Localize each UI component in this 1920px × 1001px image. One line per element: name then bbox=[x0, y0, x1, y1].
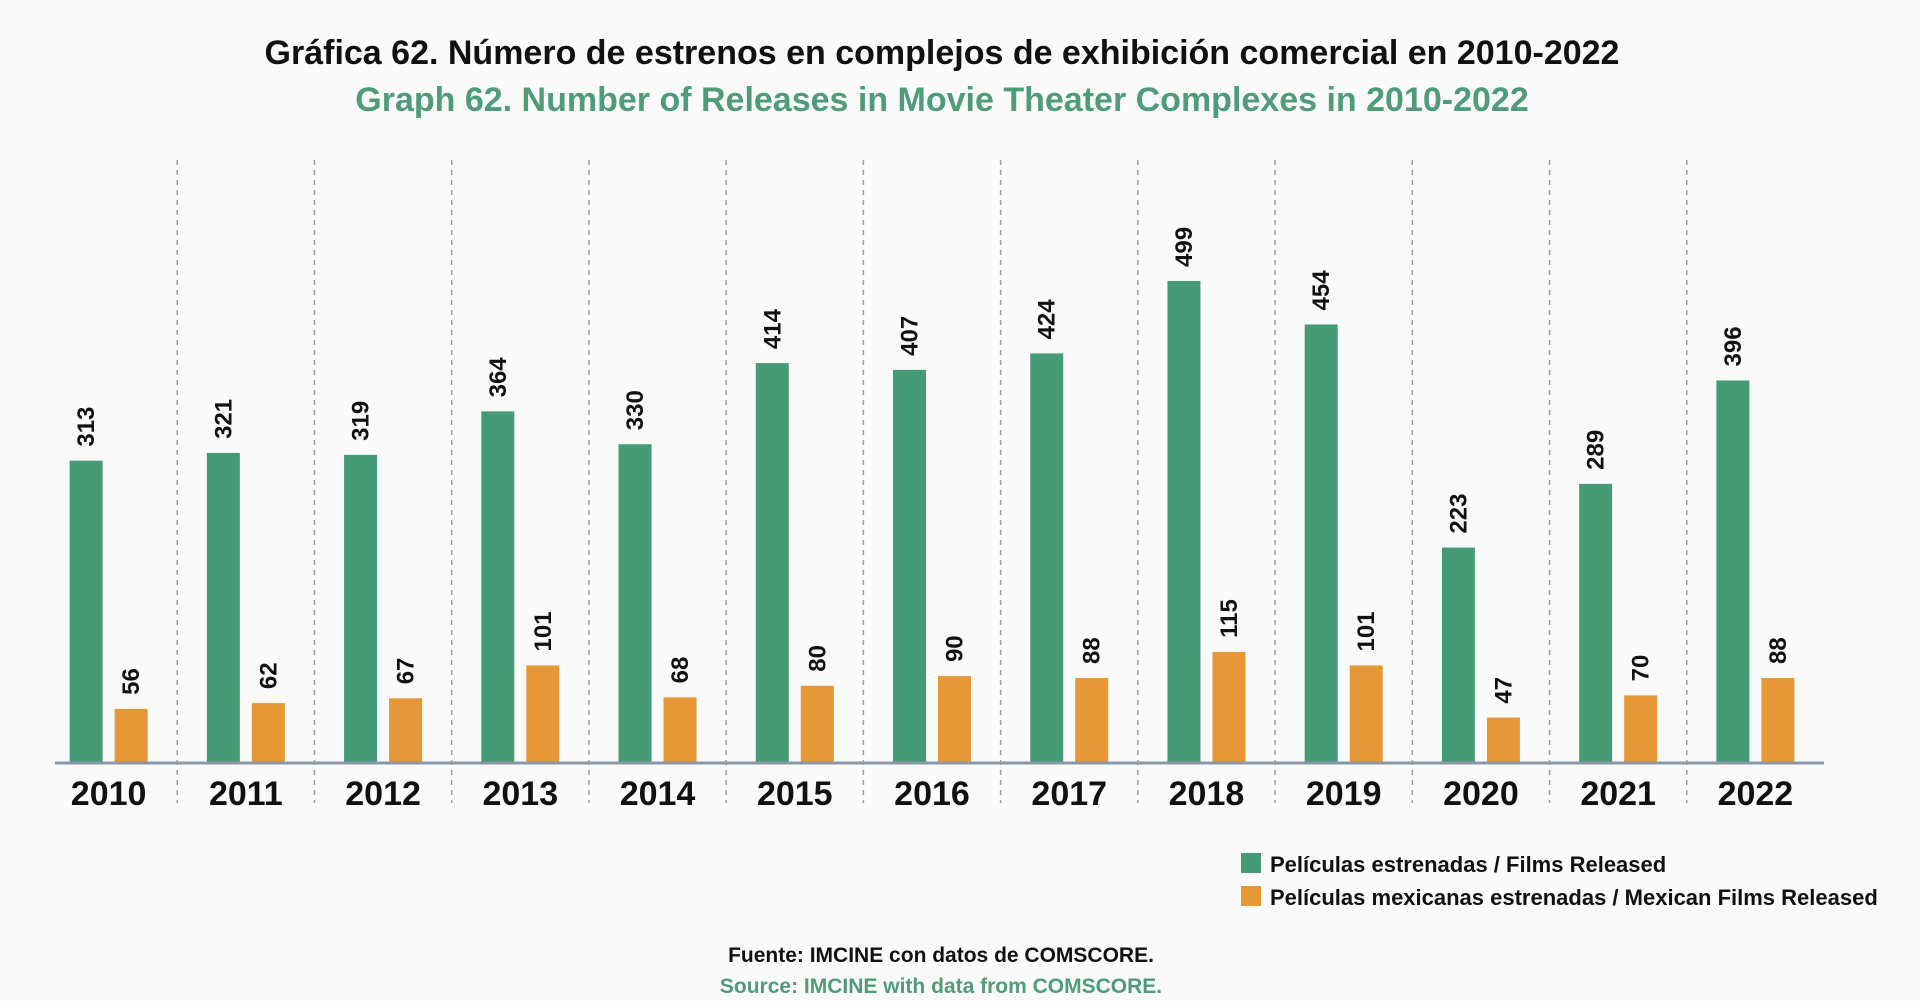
value-label-films-2022: 396 bbox=[1720, 326, 1747, 366]
bar-films-2018 bbox=[1167, 280, 1201, 763]
value-label-films-2012: 319 bbox=[348, 401, 375, 441]
bar-films-2010 bbox=[69, 460, 103, 763]
bar-films-2020 bbox=[1441, 547, 1475, 763]
bar-films-2013 bbox=[481, 411, 515, 763]
value-label-mexican-2014: 68 bbox=[667, 657, 694, 684]
bar-films-2011 bbox=[206, 452, 240, 763]
x-tick-2011: 2011 bbox=[209, 775, 283, 813]
x-tick-2014: 2014 bbox=[620, 775, 696, 813]
x-tick-2018: 2018 bbox=[1169, 775, 1245, 813]
bar-mexican-2018 bbox=[1212, 651, 1246, 763]
x-tick-2012: 2012 bbox=[345, 775, 421, 813]
bar-mexican-2012 bbox=[389, 698, 423, 763]
bar-mexican-2016 bbox=[938, 676, 971, 763]
legend-label-mexican: Películas mexicanas estrenadas / Mexican… bbox=[1270, 885, 1878, 910]
bar-mexican-2017 bbox=[1075, 677, 1109, 763]
bar-mexican-2019 bbox=[1349, 665, 1383, 763]
bar-films-2014 bbox=[618, 444, 652, 763]
x-tick-2016: 2016 bbox=[894, 775, 970, 813]
bar-mexican-2015 bbox=[800, 685, 834, 763]
bar-mexican-2014 bbox=[663, 697, 697, 763]
x-tick-2010: 2010 bbox=[71, 775, 147, 813]
value-label-films-2018: 499 bbox=[1171, 227, 1198, 267]
bar-mexican-2020 bbox=[1486, 717, 1520, 763]
legend: Películas estrenadas / Films Released Pe… bbox=[1241, 852, 1878, 910]
value-label-films-2010: 313 bbox=[73, 407, 100, 447]
value-label-mexican-2013: 101 bbox=[530, 611, 557, 651]
bar-mexican-2011 bbox=[251, 703, 285, 763]
legend-swatch-mexican bbox=[1241, 886, 1261, 906]
value-label-mexican-2010: 56 bbox=[118, 668, 145, 695]
x-tick-2020: 2020 bbox=[1443, 775, 1519, 813]
bar-films-2016 bbox=[893, 369, 926, 763]
bar-mexican-2010 bbox=[114, 708, 148, 763]
x-tick-2021: 2021 bbox=[1580, 775, 1656, 813]
value-label-mexican-2017: 88 bbox=[1079, 637, 1106, 664]
value-label-mexican-2016: 90 bbox=[942, 635, 969, 662]
bar-films-2022 bbox=[1716, 380, 1750, 763]
source-spanish: Fuente: IMCINE con datos de COMSCORE. bbox=[728, 944, 1154, 967]
value-label-films-2015: 414 bbox=[759, 308, 786, 349]
x-tick-2013: 2013 bbox=[482, 775, 558, 813]
value-label-films-2016: 407 bbox=[897, 316, 924, 356]
value-label-films-2021: 289 bbox=[1583, 430, 1610, 470]
bar-films-2015 bbox=[755, 363, 789, 763]
value-label-mexican-2018: 115 bbox=[1216, 599, 1243, 638]
source-english: Source: IMCINE with data from COMSCORE. bbox=[720, 975, 1162, 998]
bar-mexican-2022 bbox=[1761, 677, 1795, 763]
value-label-mexican-2019: 101 bbox=[1353, 611, 1380, 651]
value-label-films-2011: 321 bbox=[210, 399, 237, 439]
bar-films-2017 bbox=[1030, 353, 1064, 763]
value-label-mexican-2022: 88 bbox=[1765, 637, 1792, 664]
x-tick-labels: 2010 2011 2012 2013 2014 2015 2016 2017 2018 2019… bbox=[71, 775, 1793, 813]
x-tick-2022: 2022 bbox=[1718, 775, 1794, 813]
value-label-films-2013: 364 bbox=[485, 357, 512, 398]
bar-mexican-2021 bbox=[1624, 695, 1658, 763]
chart-subtitle: Graph 62. Number of Releases in Movie Th… bbox=[355, 81, 1528, 119]
bar-films-2021 bbox=[1579, 483, 1613, 763]
bar-mexican-2013 bbox=[526, 665, 560, 763]
value-label-mexican-2015: 80 bbox=[804, 645, 831, 672]
value-label-films-2014: 330 bbox=[622, 390, 649, 430]
legend-swatch-films bbox=[1241, 853, 1261, 873]
value-label-mexican-2012: 67 bbox=[393, 658, 420, 685]
value-label-mexican-2021: 70 bbox=[1628, 655, 1655, 682]
value-label-films-2020: 223 bbox=[1445, 494, 1472, 534]
legend-label-films: Películas estrenadas / Films Released bbox=[1270, 852, 1666, 877]
bar-films-2019 bbox=[1304, 324, 1338, 763]
value-label-films-2019: 454 bbox=[1308, 270, 1335, 311]
x-tick-2019: 2019 bbox=[1306, 775, 1382, 813]
value-label-mexican-2011: 62 bbox=[255, 662, 282, 689]
bars-group bbox=[69, 280, 1795, 763]
x-tick-2015: 2015 bbox=[757, 775, 833, 813]
value-label-mexican-2020: 47 bbox=[1490, 677, 1517, 704]
bar-films-2012 bbox=[344, 454, 378, 763]
x-tick-2017: 2017 bbox=[1031, 775, 1107, 813]
value-label-films-2017: 424 bbox=[1034, 299, 1061, 340]
grid-lines bbox=[176, 160, 1688, 803]
chart-title: Gráfica 62. Número de estrenos en comple… bbox=[265, 34, 1620, 72]
value-labels-group: 313 56 321 62 319 67 364 101 330 68 414 80 407 90 424 8… bbox=[73, 227, 1792, 704]
